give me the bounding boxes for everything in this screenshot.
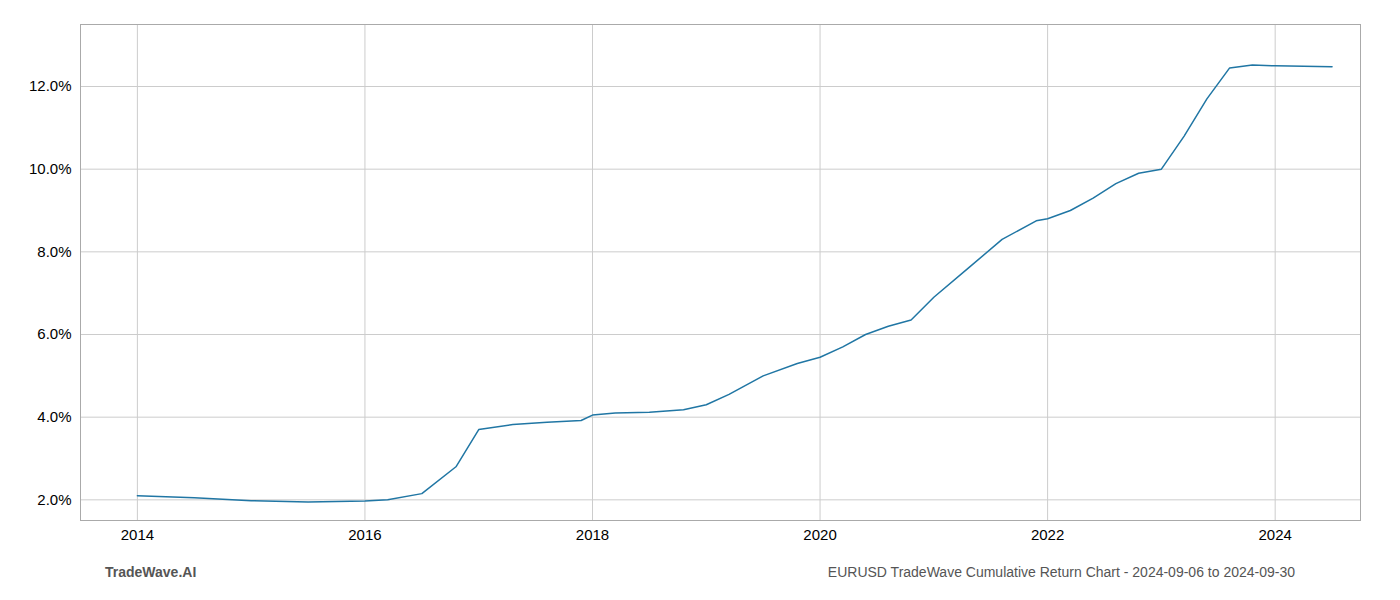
svg-text:2020: 2020	[803, 526, 836, 543]
svg-text:12.0%: 12.0%	[29, 77, 72, 94]
svg-text:2024: 2024	[1258, 526, 1291, 543]
svg-text:2022: 2022	[1031, 526, 1064, 543]
svg-text:2014: 2014	[121, 526, 154, 543]
svg-text:6.0%: 6.0%	[37, 325, 71, 342]
html-text:EURUSD TradeWave Cumulative Re: EURUSD TradeWave Cumulative Return Chart…	[827, 564, 1295, 580]
svg-text:2016: 2016	[348, 526, 381, 543]
svg-text:4.0%: 4.0%	[37, 408, 71, 425]
svg-text:8.0%: 8.0%	[37, 243, 71, 260]
html-text:TradeWave.AI: TradeWave.AI	[105, 564, 197, 580]
svg-text:2.0%: 2.0%	[37, 491, 71, 508]
svg-text:2018: 2018	[576, 526, 609, 543]
svg-text:10.0%: 10.0%	[29, 160, 72, 177]
